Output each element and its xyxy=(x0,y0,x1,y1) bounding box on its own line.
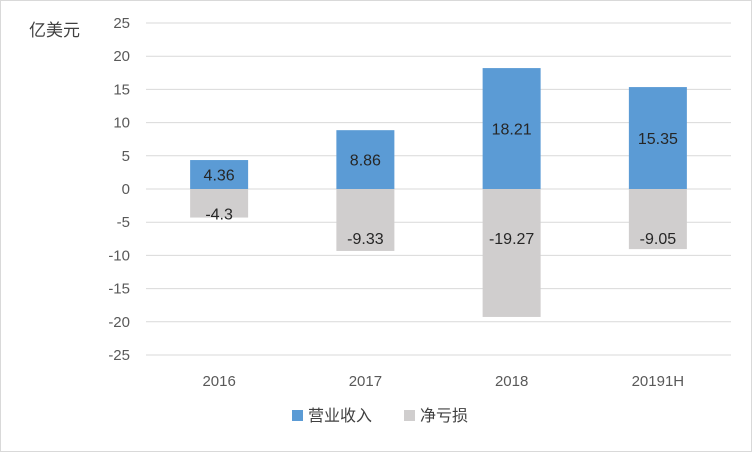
y-tick-label: 5 xyxy=(122,148,130,165)
bar-revenue xyxy=(482,68,541,189)
data-label: 8.86 xyxy=(350,153,381,170)
y-tick-label: 20 xyxy=(113,48,130,65)
y-tick-label: -15 xyxy=(108,281,130,298)
y-tick-label: -25 xyxy=(108,347,130,364)
data-label: -9.05 xyxy=(640,231,677,248)
legend-label: 营业收入 xyxy=(308,407,372,425)
data-label: 15.35 xyxy=(638,131,678,148)
bar-revenue xyxy=(628,87,687,189)
bar-revenue xyxy=(336,130,395,189)
data-label: -4.3 xyxy=(205,207,233,224)
legend-swatch xyxy=(404,410,415,421)
x-category-label: 2018 xyxy=(495,373,528,390)
y-tick-label: -10 xyxy=(108,247,130,264)
data-label: -19.27 xyxy=(489,231,534,248)
y-tick-label: -5 xyxy=(117,214,130,231)
x-category-label: 2016 xyxy=(202,373,235,390)
legend: 营业收入 净亏损 xyxy=(292,407,468,425)
bar-net-loss xyxy=(336,189,395,251)
x-category-label: 2017 xyxy=(349,373,382,390)
legend-swatch xyxy=(292,410,303,421)
data-label: 18.21 xyxy=(492,122,532,139)
bar-revenue xyxy=(190,160,249,189)
bar-net-loss xyxy=(628,189,687,250)
bar-net-loss xyxy=(190,189,249,218)
x-category-label: 20191H xyxy=(632,373,685,390)
bar-net-loss xyxy=(482,189,541,317)
y-axis-ticks: 25 20 15 10 5 0 -5 -10 -15 -20 -25 xyxy=(108,15,130,364)
legend-label: 净亏损 xyxy=(420,407,468,425)
y-tick-label: 10 xyxy=(113,115,130,132)
legend-item: 营业收入 xyxy=(292,407,372,425)
y-axis-unit-label: 亿美元 xyxy=(29,21,80,40)
data-label: -9.33 xyxy=(347,231,384,248)
y-tick-label: -20 xyxy=(108,314,130,331)
legend-item: 净亏损 xyxy=(404,407,468,425)
y-tick-label: 25 xyxy=(113,15,130,32)
y-tick-label: 0 xyxy=(122,181,130,198)
data-labels: 4.36 -4.3 8.86 -9.33 18.21 -19.27 15.35 -9.05 xyxy=(204,122,678,248)
data-label: 4.36 xyxy=(204,168,235,185)
bars xyxy=(190,68,687,317)
x-axis-categories: 2016 2017 2018 20191H xyxy=(202,373,684,390)
y-tick-label: 15 xyxy=(113,81,130,98)
